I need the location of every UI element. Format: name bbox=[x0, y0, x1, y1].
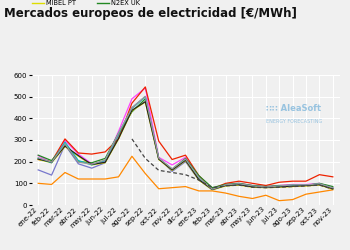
Text: ENERGY FORECASTING: ENERGY FORECASTING bbox=[266, 119, 322, 124]
Legend: EPEX SPOT DE, EPEX SPOT FR, MIBEL PT, MIBEL ES, EPEX IT, N2EX UK, EPEX SPOT BE, : EPEX SPOT DE, EPEX SPOT FR, MIBEL PT, MI… bbox=[32, 0, 271, 6]
Text: Mercados europeos de electricidad [€/MWh]: Mercados europeos de electricidad [€/MWh… bbox=[4, 8, 296, 20]
Text: ∷∷ AleaSoft: ∷∷ AleaSoft bbox=[266, 104, 321, 114]
